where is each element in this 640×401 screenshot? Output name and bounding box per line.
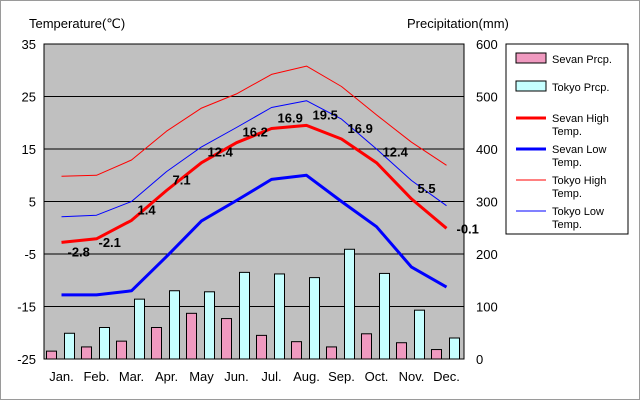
legend-sevan-low-label: Sevan Low Temp. — [552, 144, 606, 169]
legend-tokyo-precip-label: Tokyo Prcp. — [552, 82, 609, 94]
y-right-tick-label: 100 — [476, 300, 498, 315]
y-left-tick-label: -25 — [17, 352, 36, 367]
x-tick-label: Jan. — [49, 369, 74, 384]
x-tick-label: Mar. — [119, 369, 144, 384]
sevan-precip-bar — [221, 318, 232, 360]
y-right-tick-label: 500 — [476, 90, 498, 105]
legend-tokyo-precip-swatch — [515, 80, 547, 92]
sevan-high-data-label: -2.8 — [68, 244, 90, 259]
sevan-high-data-label: 16.9 — [278, 111, 303, 126]
sevan-high-data-label: 12.4 — [383, 145, 409, 160]
plot-border — [43, 43, 465, 360]
tokyo-low-line — [61, 100, 447, 218]
x-tick-label: Jul. — [261, 369, 281, 384]
legend-sevan-precip-label: Sevan Prcp. — [552, 54, 612, 66]
y-right-tick-label: 0 — [476, 352, 483, 367]
sevan-high-line — [61, 123, 448, 244]
right-axis-title: Precipitation(mm) — [407, 16, 509, 31]
tokyo-precip-bar — [274, 273, 285, 360]
tokyo-precip-bar — [99, 327, 110, 360]
legend-sevan-precip-swatch — [515, 52, 547, 64]
sevan-precip-bar — [116, 340, 127, 360]
y-left-tick-label: 35 — [22, 37, 36, 52]
tokyo-precip-bar — [134, 298, 145, 360]
sevan-precip-bar — [361, 333, 372, 360]
sevan-high-data-label: 19.5 — [313, 107, 338, 122]
x-tick-label: Oct. — [365, 369, 389, 384]
sevan-precip-bar — [396, 342, 407, 360]
x-tick-label: Aug. — [293, 369, 320, 384]
sevan-high-data-label: 16.2 — [243, 125, 268, 140]
sevan-high-data-label: -0.1 — [457, 221, 479, 236]
sevan-precip-bar — [81, 346, 92, 360]
tokyo-precip-bar — [204, 291, 215, 360]
tokyo-precip-bar — [239, 271, 250, 360]
y-left-tick-label: -15 — [17, 300, 36, 315]
sevan-low-line — [61, 173, 448, 297]
x-tick-label: Sep. — [328, 369, 355, 384]
sevan-high-data-label: 1.4 — [138, 202, 157, 217]
sevan-precip-bar — [431, 349, 442, 360]
left-axis-title: Temperature(℃) — [29, 16, 125, 31]
legend: Sevan Prcp. Tokyo Prcp. Sevan High Temp. Sev… — [505, 43, 629, 235]
sevan-precip-bar — [186, 312, 197, 360]
tokyo-high-line — [61, 65, 447, 177]
tokyo-precip-bar — [414, 309, 425, 360]
x-tick-label: Jun. — [224, 369, 249, 384]
y-right-tick-label: 400 — [476, 142, 498, 157]
legend-tokyo-low-label: Tokyo Low Temp. — [552, 206, 604, 231]
sevan-precip-bar — [256, 334, 267, 360]
sevan-precip-bar — [326, 346, 337, 360]
y-right-tick-label: 200 — [476, 247, 498, 262]
legend-tokyo-high-label: Tokyo High Temp. — [552, 175, 606, 200]
y-left-tick-label: 25 — [22, 90, 36, 105]
y-left-tick-label: 5 — [29, 195, 36, 210]
sevan-high-data-label: 16.9 — [348, 121, 373, 136]
x-tick-label: Apr. — [155, 369, 178, 384]
tokyo-precip-bar — [309, 277, 320, 360]
x-tick-label: Dec. — [433, 369, 460, 384]
sevan-high-data-label: 12.4 — [208, 145, 234, 160]
legend-sevan-high-label: Sevan High Temp. — [552, 113, 609, 138]
sevan-high-data-label: 7.1 — [173, 172, 191, 187]
plot-area: 35 600 25 500 15 400 5 300 -5 200 -15 100 -25 0 Jan. Fe… — [17, 37, 498, 384]
legend-box — [505, 43, 629, 235]
sevan-precip-bar — [46, 350, 57, 360]
tokyo-precip-bar — [344, 248, 355, 360]
y-left-tick-label: -5 — [24, 247, 36, 262]
tokyo-precip-bar — [449, 337, 460, 360]
x-tick-label: May — [189, 369, 214, 384]
x-tick-label: Feb. — [83, 369, 109, 384]
y-right-tick-label: 300 — [476, 195, 498, 210]
x-tick-label: Nov. — [399, 369, 425, 384]
y-right-tick-label: 600 — [476, 37, 498, 52]
tokyo-precip-bar — [64, 332, 75, 360]
sevan-precip-bar — [291, 341, 302, 360]
sevan-high-data-label: -2.1 — [99, 235, 121, 250]
tokyo-precip-bar — [379, 272, 390, 360]
tokyo-precip-bar — [169, 290, 180, 360]
y-left-tick-label: 15 — [22, 142, 36, 157]
sevan-precip-bar — [151, 327, 162, 360]
sevan-high-data-label: 5.5 — [418, 181, 436, 196]
